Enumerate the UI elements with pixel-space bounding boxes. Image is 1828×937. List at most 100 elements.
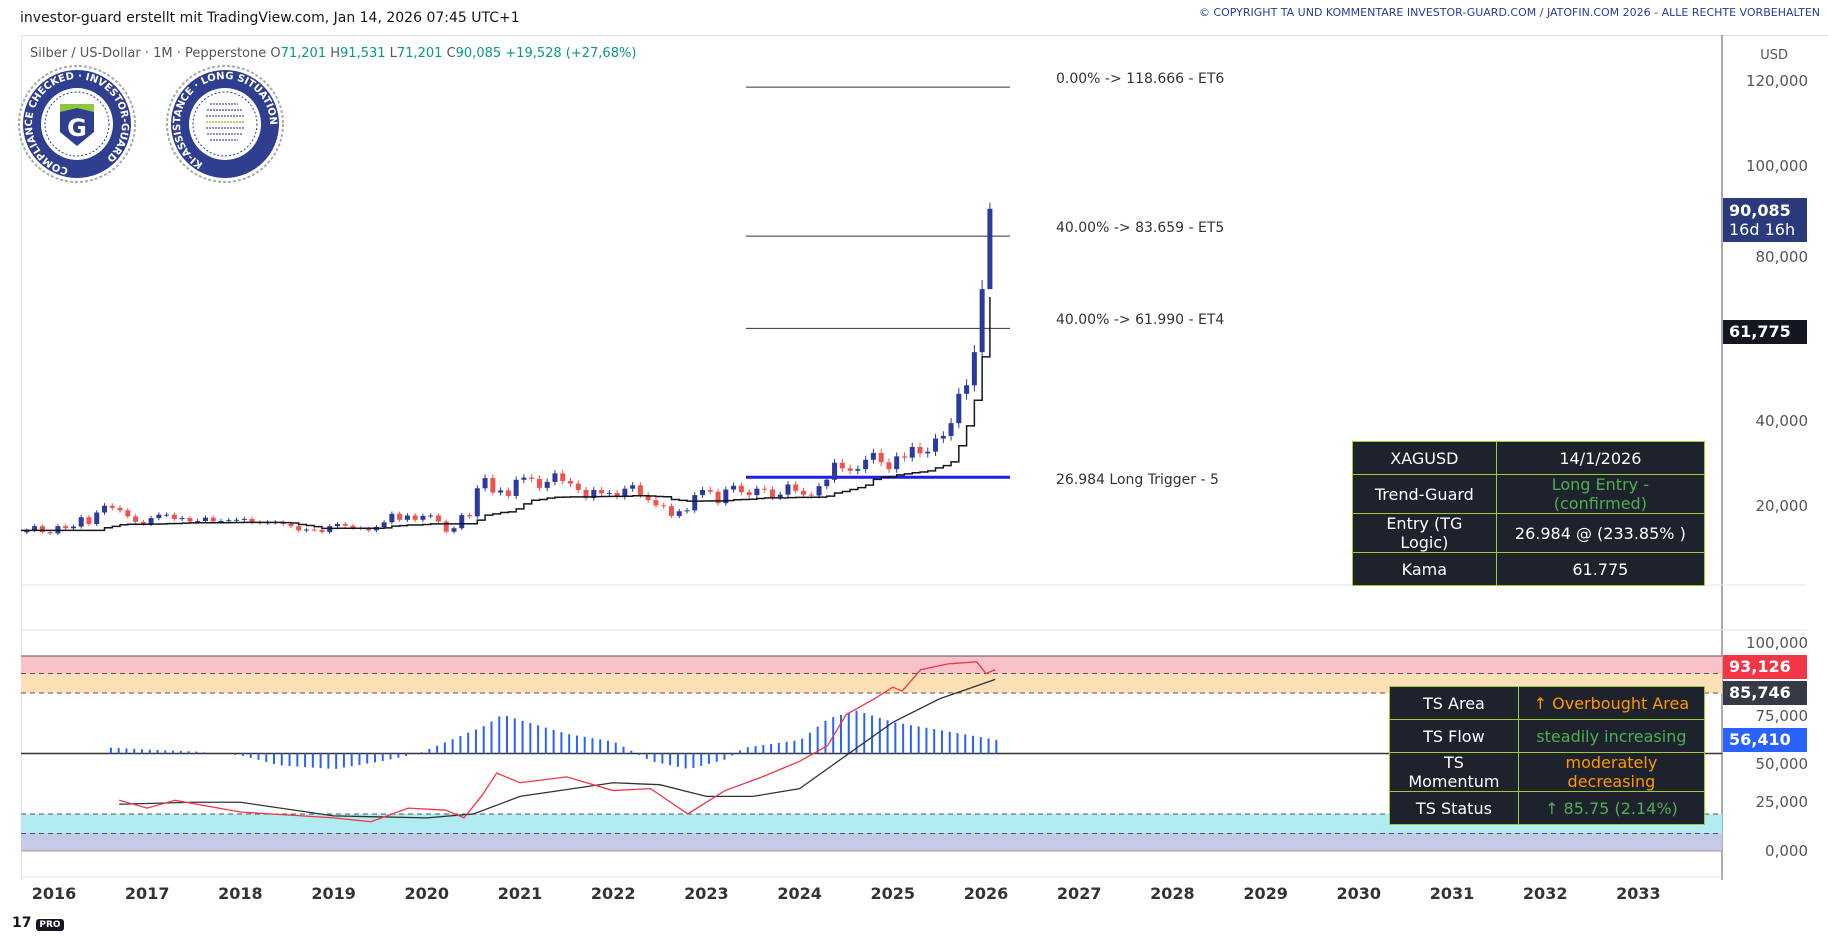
histogram-bar [280, 753, 283, 766]
histogram-bar [948, 731, 951, 754]
histogram-bar [707, 753, 710, 764]
price-tick: 100,000 [1745, 157, 1808, 175]
histogram-bar [451, 739, 454, 754]
histogram-bar [164, 750, 167, 754]
histogram-bar [156, 749, 159, 754]
histogram-bar [583, 736, 586, 754]
candle-body [148, 518, 154, 525]
candle-body [412, 515, 418, 520]
histogram-bar [257, 753, 260, 760]
candle-body [987, 208, 993, 290]
overbought-extreme-zone [21, 656, 1722, 674]
candle-body [467, 515, 473, 517]
histogram-bar [513, 718, 516, 754]
candle-body [544, 481, 550, 488]
candle-body [971, 352, 977, 386]
candle-body [156, 514, 162, 519]
candle-body [241, 518, 247, 520]
candle-body [738, 485, 744, 493]
chart-header-title: investor-guard erstellt mit TradingView.… [20, 10, 520, 26]
candle-body [420, 515, 426, 520]
low-value: 71,201 [396, 46, 443, 61]
time-tick: 2031 [1429, 884, 1475, 903]
cell-kama: 61.775 [1495, 552, 1706, 586]
candle-body [863, 459, 869, 470]
histogram-bar [373, 753, 376, 763]
indicator-tick: 50,000 [1755, 755, 1809, 773]
candle-body [816, 486, 822, 496]
cell-label: Entry (TG Logic) [1352, 513, 1497, 553]
histogram-bar [358, 753, 361, 765]
symbol-name[interactable]: Silber / US-Dollar · 1M · Pepperstone [30, 46, 267, 61]
time-tick: 2027 [1056, 884, 1102, 903]
histogram-bar [785, 741, 788, 754]
price-tick: 20,000 [1755, 497, 1809, 515]
kama-price-tag: 61,775 [1723, 320, 1807, 344]
candle-body [599, 489, 605, 494]
histogram-bar [342, 753, 345, 768]
histogram-bar [482, 726, 485, 754]
candle-body [63, 526, 69, 529]
histogram-bar [979, 737, 982, 754]
candle-body [979, 289, 985, 353]
candle-body [793, 484, 799, 491]
histogram-bar [109, 747, 112, 754]
candle-body [498, 490, 504, 493]
badges: G COMPLIANCE CHECKED · INVESTOR-GUARD KI… [18, 65, 284, 183]
open-value: 71,201 [280, 46, 327, 61]
histogram-bar [420, 752, 423, 754]
candle-body [715, 491, 721, 504]
histogram-bar [319, 753, 322, 769]
candle-body [839, 462, 845, 469]
histogram-bar [389, 753, 392, 760]
time-tick: 2016 [31, 884, 77, 903]
histogram-bar [443, 742, 446, 754]
histogram-bar [241, 753, 244, 756]
histogram-bar [700, 753, 703, 766]
candle-body [39, 526, 45, 533]
level-label: 40.00% -> 61.990 - ET4 [1056, 312, 1225, 329]
histogram-bar [925, 727, 928, 754]
cell-label: TS Momentum [1389, 752, 1519, 792]
candle-body [917, 447, 923, 454]
candle-body [692, 495, 698, 511]
candle-body [948, 423, 954, 436]
ts-table: TS Area ↑ Overbought Area TS Flow steadily… [1389, 686, 1706, 825]
cell-trend-status: Long Entry - (confirmed) [1495, 474, 1706, 514]
time-tick: 2023 [684, 884, 729, 903]
histogram-bar [288, 753, 291, 766]
candle-body [474, 488, 480, 517]
histogram-bar [824, 720, 827, 754]
candle-body [668, 506, 674, 516]
price-tick: 120,000 [1745, 72, 1808, 90]
candle-body [133, 516, 139, 522]
histogram-bar [249, 753, 252, 758]
histogram-bar [606, 740, 609, 754]
histogram-bar [335, 753, 338, 769]
histogram-bar [746, 747, 749, 754]
candle-body [335, 524, 340, 527]
time-tick: 2019 [311, 884, 356, 903]
histogram-bar [560, 732, 563, 754]
candle-body [583, 489, 589, 499]
histogram-bar [739, 750, 742, 754]
candle-body [102, 505, 107, 513]
tradingview-logo[interactable]: 17 PRO [12, 915, 64, 931]
candle-body [125, 510, 131, 517]
candle-body [878, 452, 884, 463]
time-tick: 2026 [963, 884, 1009, 903]
currency-label[interactable]: USD [1760, 48, 1788, 63]
price-tick: 40,000 [1755, 412, 1809, 430]
candle-body [319, 529, 325, 533]
candle-body [389, 513, 395, 523]
histogram-bar [187, 751, 190, 754]
histogram-bar [801, 738, 804, 754]
cell-ts-status: ↑ 85.75 (2.14%) [1517, 791, 1706, 825]
histogram-bar [311, 753, 314, 768]
cell-label: TS Area [1389, 686, 1519, 720]
candle-body [700, 489, 706, 496]
candle-body [179, 518, 185, 520]
histogram-bar [816, 726, 819, 754]
signal-line [119, 678, 996, 819]
